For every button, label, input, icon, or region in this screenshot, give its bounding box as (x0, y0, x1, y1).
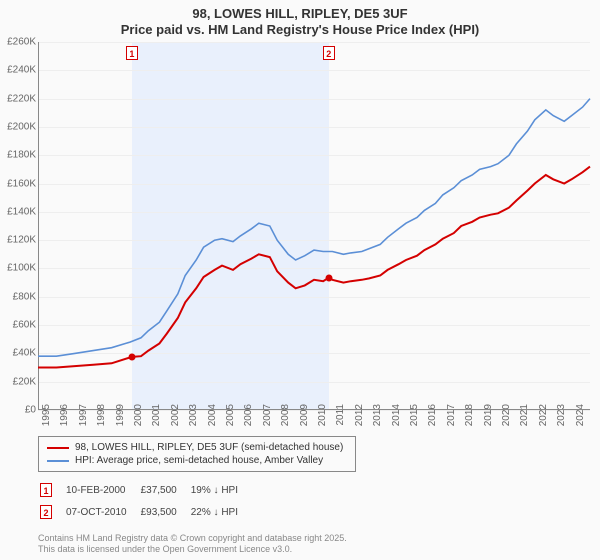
chart-container: 98, LOWES HILL, RIPLEY, DE5 3UF Price pa… (0, 0, 600, 560)
event-date-1: 10-FEB-2000 (66, 480, 139, 500)
y-tick-label: £20K (2, 376, 36, 387)
footer-line1: Contains HM Land Registry data © Crown c… (38, 533, 347, 543)
legend-item-hpi: HPI: Average price, semi-detached house,… (47, 454, 347, 467)
series-price_paid (38, 167, 590, 368)
plot-marker-1: 1 (126, 46, 138, 60)
event-row-2: 2 07-OCT-2010 £93,500 22% ↓ HPI (40, 502, 250, 522)
event-date-2: 07-OCT-2010 (66, 502, 139, 522)
chart-title-line2: Price paid vs. HM Land Registry's House … (0, 22, 600, 37)
events-table: 1 10-FEB-2000 £37,500 19% ↓ HPI 2 07-OCT… (38, 478, 252, 524)
y-tick-label: £180K (2, 150, 36, 161)
y-tick-label: £220K (2, 93, 36, 104)
event-marker-2: 2 (40, 505, 52, 519)
legend-swatch-hpi (47, 460, 69, 462)
event-price-1: £37,500 (141, 480, 189, 500)
y-tick-label: £140K (2, 206, 36, 217)
legend-label-hpi: HPI: Average price, semi-detached house,… (75, 455, 323, 466)
y-tick-label: £100K (2, 263, 36, 274)
series-lines (38, 42, 590, 410)
footer-note: Contains HM Land Registry data © Crown c… (38, 533, 347, 556)
plot-marker-2: 2 (323, 46, 335, 60)
legend-item-price: 98, LOWES HILL, RIPLEY, DE5 3UF (semi-de… (47, 441, 347, 454)
event-row-1: 1 10-FEB-2000 £37,500 19% ↓ HPI (40, 480, 250, 500)
y-tick-label: £200K (2, 121, 36, 132)
chart-title-line1: 98, LOWES HILL, RIPLEY, DE5 3UF (0, 6, 600, 21)
y-tick-label: £260K (2, 37, 36, 48)
plot-dot-2 (325, 274, 332, 281)
y-tick-label: £0 (2, 405, 36, 416)
plot-area: £0£20K£40K£60K£80K£100K£120K£140K£160K£1… (38, 42, 590, 410)
y-tick-label: £80K (2, 291, 36, 302)
y-tick-label: £120K (2, 235, 36, 246)
footer-line2: This data is licensed under the Open Gov… (38, 544, 292, 554)
legend-group: 98, LOWES HILL, RIPLEY, DE5 3UF (semi-de… (38, 436, 590, 524)
event-marker-1: 1 (40, 483, 52, 497)
event-delta-2: 22% ↓ HPI (191, 502, 250, 522)
series-hpi (38, 99, 590, 357)
legend-box: 98, LOWES HILL, RIPLEY, DE5 3UF (semi-de… (38, 436, 356, 472)
legend-swatch-price (47, 447, 69, 449)
event-price-2: £93,500 (141, 502, 189, 522)
y-tick-label: £40K (2, 348, 36, 359)
plot-dot-1 (128, 353, 135, 360)
y-tick-label: £240K (2, 65, 36, 76)
legend-label-price: 98, LOWES HILL, RIPLEY, DE5 3UF (semi-de… (75, 442, 343, 453)
y-tick-label: £60K (2, 320, 36, 331)
event-delta-1: 19% ↓ HPI (191, 480, 250, 500)
y-tick-label: £160K (2, 178, 36, 189)
